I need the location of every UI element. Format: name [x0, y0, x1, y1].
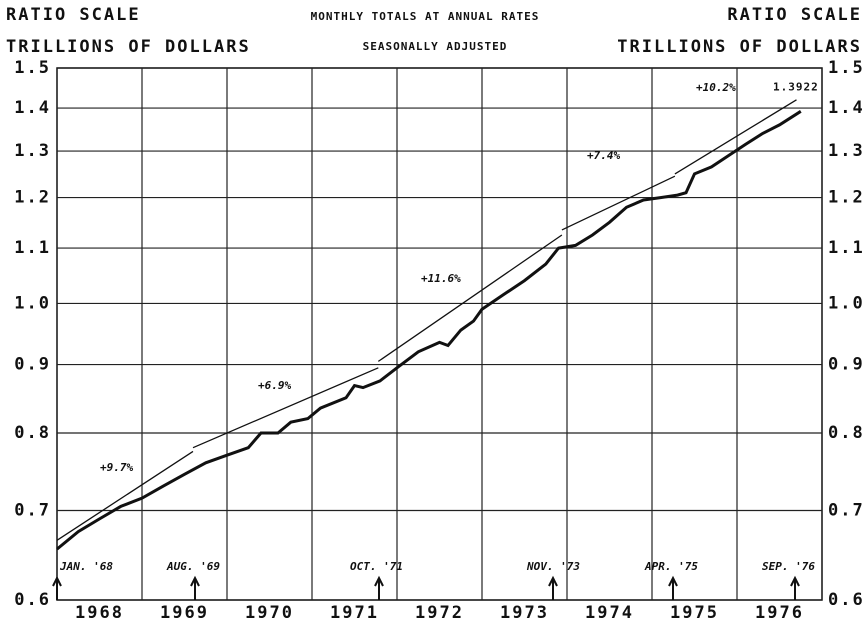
- y2-tick-label: 1.2: [828, 188, 865, 208]
- y-tick-label: 0.7: [14, 500, 51, 520]
- y2-tick-label: 1.4: [828, 98, 865, 118]
- x-tick-label: 1976: [755, 603, 804, 619]
- y2-tick-label: 0.7: [828, 500, 865, 520]
- y-tick-label: 0.9: [14, 355, 51, 375]
- y-tick-label: 0.8: [14, 423, 51, 443]
- annotation: +11.6%: [421, 272, 461, 285]
- y-axis-label-right: TRILLIONS OF DOLLARS: [617, 37, 862, 57]
- y-tick-label: 0.6: [14, 590, 51, 610]
- y-tick-label: 1.4: [14, 98, 51, 118]
- y2-tick-label: 1.5: [828, 58, 865, 78]
- x-tick-label: 1968: [75, 603, 124, 619]
- marker-label: NOV. '73: [526, 560, 580, 573]
- marker-arrow: [374, 575, 384, 600]
- y-tick-label: 1.0: [14, 293, 51, 313]
- value-label: 1.3922: [773, 80, 819, 93]
- annotation: +10.2%: [696, 81, 736, 94]
- marker-arrow: [190, 575, 200, 600]
- y2-tick-label: 0.6: [828, 590, 865, 610]
- marker-label: SEP. '76: [762, 560, 815, 573]
- y-tick-label: 1.2: [14, 188, 51, 208]
- trend-line: [56, 99, 797, 541]
- x-tick-label: 1969: [160, 603, 209, 619]
- y2-tick-label: 1.3: [828, 141, 865, 161]
- chart-subtitle: SEASONALLY ADJUSTED: [363, 40, 508, 53]
- x-tick-label: 1971: [330, 603, 379, 619]
- x-tick-label: 1972: [415, 603, 464, 619]
- marker-label: JAN. '68: [59, 560, 113, 573]
- annotation: +7.4%: [587, 149, 620, 162]
- y-scale-label-right: RATIO SCALE: [727, 5, 862, 25]
- x-tick-label: 1974: [585, 603, 634, 619]
- y-scale-label: RATIO SCALE: [6, 5, 141, 25]
- y2-tick-label: 0.8: [828, 423, 865, 443]
- x-tick-label: 1970: [245, 603, 294, 619]
- x-tick-label: 1973: [500, 603, 549, 619]
- marker-label: AUG. '69: [166, 560, 220, 573]
- data-line: [56, 110, 802, 551]
- y-tick-label: 1.5: [14, 58, 51, 78]
- y-tick-label: 1.1: [14, 238, 51, 258]
- y-axis-label: TRILLIONS OF DOLLARS: [6, 37, 251, 57]
- annotation: +6.9%: [258, 379, 291, 392]
- marker-arrow: [668, 575, 678, 600]
- plot-frame: [56, 67, 823, 601]
- y2-tick-label: 1.1: [828, 238, 865, 258]
- y2-tick-label: 1.0: [828, 293, 865, 313]
- marker-label: APR. '75: [644, 560, 698, 573]
- marker-label: OCT. '71: [350, 560, 403, 573]
- x-tick-label: 1975: [670, 603, 719, 619]
- annotation: +9.7%: [100, 461, 133, 474]
- y2-tick-label: 0.9: [828, 355, 865, 375]
- y-tick-label: 1.3: [14, 141, 51, 161]
- marker-arrow: [548, 575, 558, 600]
- marker-arrow: [52, 575, 62, 600]
- chart-title: MONTHLY TOTALS AT ANNUAL RATES: [311, 10, 540, 23]
- marker-arrow: [790, 575, 800, 600]
